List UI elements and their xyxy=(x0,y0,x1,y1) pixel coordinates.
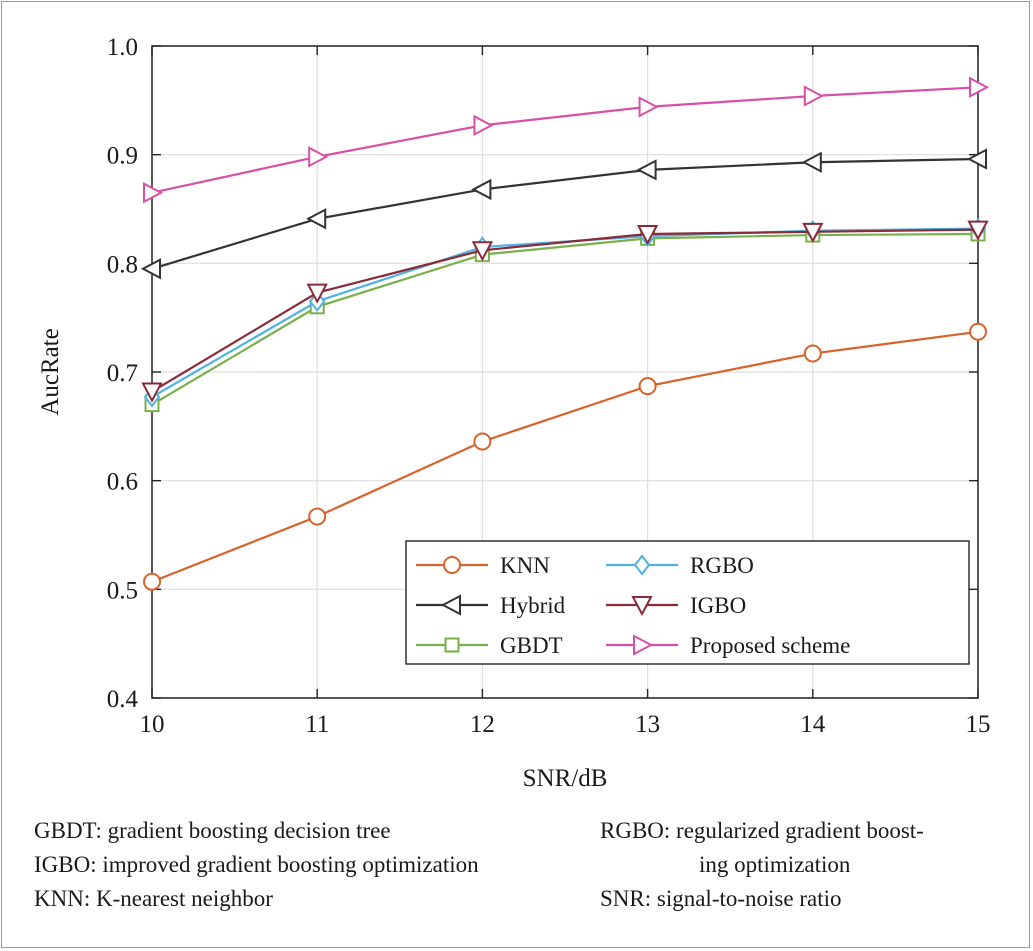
line-chart: 0.4 0.5 0.6 0.7 0.8 0.9 1.0 10 11 12 13 14 15 KNN RG… xyxy=(37,34,991,792)
y-tick-label: 0.9 xyxy=(107,143,138,170)
caption-rgbo-continued: ing optimization xyxy=(699,852,851,877)
series-line xyxy=(151,330,979,583)
y-tick-label: 0.8 xyxy=(107,251,138,278)
series-proposed-scheme xyxy=(143,76,990,204)
legend-label: Hybrid xyxy=(500,593,566,618)
legend-swatch-marker xyxy=(631,596,653,617)
data-point xyxy=(306,283,328,304)
legend-item: GBDT xyxy=(416,633,563,658)
x-tick-label: 11 xyxy=(305,711,329,738)
data-point xyxy=(473,432,492,451)
x-tick-label: 12 xyxy=(470,711,495,738)
y-axis-ticks: 0.4 0.5 0.6 0.7 0.8 0.9 1.0 xyxy=(107,34,978,713)
data-point xyxy=(801,151,822,173)
series-line xyxy=(151,232,979,406)
data-point xyxy=(473,114,494,136)
data-point xyxy=(636,159,657,181)
y-tick-label: 0.7 xyxy=(107,360,138,387)
caption-left-column: GBDT: gradient boosting decision tree IG… xyxy=(34,814,594,916)
data-point xyxy=(803,85,824,107)
legend-item: IGBO xyxy=(606,593,746,618)
data-point xyxy=(308,146,329,168)
caption-gbdt: GBDT: gradient boosting decision tree xyxy=(34,818,391,843)
legend-label: Proposed scheme xyxy=(690,633,850,658)
legend-box xyxy=(405,540,970,665)
caption-igbo: IGBO: improved gradient boosting optimiz… xyxy=(34,852,479,877)
data-point xyxy=(140,258,161,280)
x-tick-label: 15 xyxy=(966,711,991,738)
data-point xyxy=(308,507,327,526)
data-point xyxy=(143,572,161,591)
y-tick-label: 0.6 xyxy=(107,469,138,496)
x-tick-label: 14 xyxy=(800,711,826,738)
data-point xyxy=(803,344,822,363)
caption-knn: KNN: K-nearest neighbor xyxy=(34,886,273,911)
x-tick-label: 13 xyxy=(635,711,660,738)
legend-label: GBDT xyxy=(500,633,563,658)
data-point xyxy=(143,182,164,204)
legend-swatch-marker xyxy=(633,554,651,576)
data-point xyxy=(638,96,659,118)
x-axis-ticks: 10 11 12 13 14 15 xyxy=(140,46,991,738)
legend-label: RGBO xyxy=(690,553,754,578)
legend-item: Hybrid xyxy=(416,593,566,618)
data-point xyxy=(471,241,494,262)
data-point xyxy=(802,222,824,243)
legend-label: IGBO xyxy=(690,593,746,618)
caption-rgbo: RGBO: regularized gradient boost- xyxy=(600,818,924,843)
y-tick-label: 0.5 xyxy=(107,577,138,604)
legend-swatch-marker xyxy=(440,594,461,616)
data-point xyxy=(969,76,990,98)
series-line xyxy=(151,228,979,393)
x-tick-label: 10 xyxy=(140,711,165,738)
series-igbo xyxy=(141,220,989,403)
caption-snr: SNR: signal-to-noise ratio xyxy=(600,886,842,911)
legend-item: Proposed scheme xyxy=(606,633,850,658)
x-axis-label: SNR/dB xyxy=(523,765,608,792)
legend-item: KNN xyxy=(416,553,550,578)
legend-label: KNN xyxy=(500,553,550,578)
series-knn xyxy=(143,322,987,591)
series-line xyxy=(151,86,979,194)
data-point xyxy=(471,178,492,201)
data-point xyxy=(967,220,989,241)
y-tick-label: 1.0 xyxy=(107,34,138,61)
series-hybrid xyxy=(140,148,987,280)
series-lines xyxy=(140,76,990,591)
series-line xyxy=(151,157,979,270)
data-point xyxy=(306,208,327,230)
caption-right-column: RGBO: regularized gradient boost- ing op… xyxy=(600,814,1020,916)
legend: KNN RGBO Hybrid IGBO GBDT Proposed scheme xyxy=(405,540,970,665)
data-point xyxy=(141,382,163,403)
legend-swatch-marker xyxy=(443,556,461,574)
data-point xyxy=(969,322,987,341)
data-point xyxy=(638,377,657,396)
y-tick-label: 0.4 xyxy=(107,686,139,713)
legend-item: RGBO xyxy=(606,553,754,578)
y-axis-label: AucRate xyxy=(37,328,64,415)
data-point xyxy=(636,224,659,246)
legend-swatch-marker xyxy=(444,637,460,653)
legend-swatch-marker xyxy=(633,634,654,656)
data-point xyxy=(966,148,987,170)
